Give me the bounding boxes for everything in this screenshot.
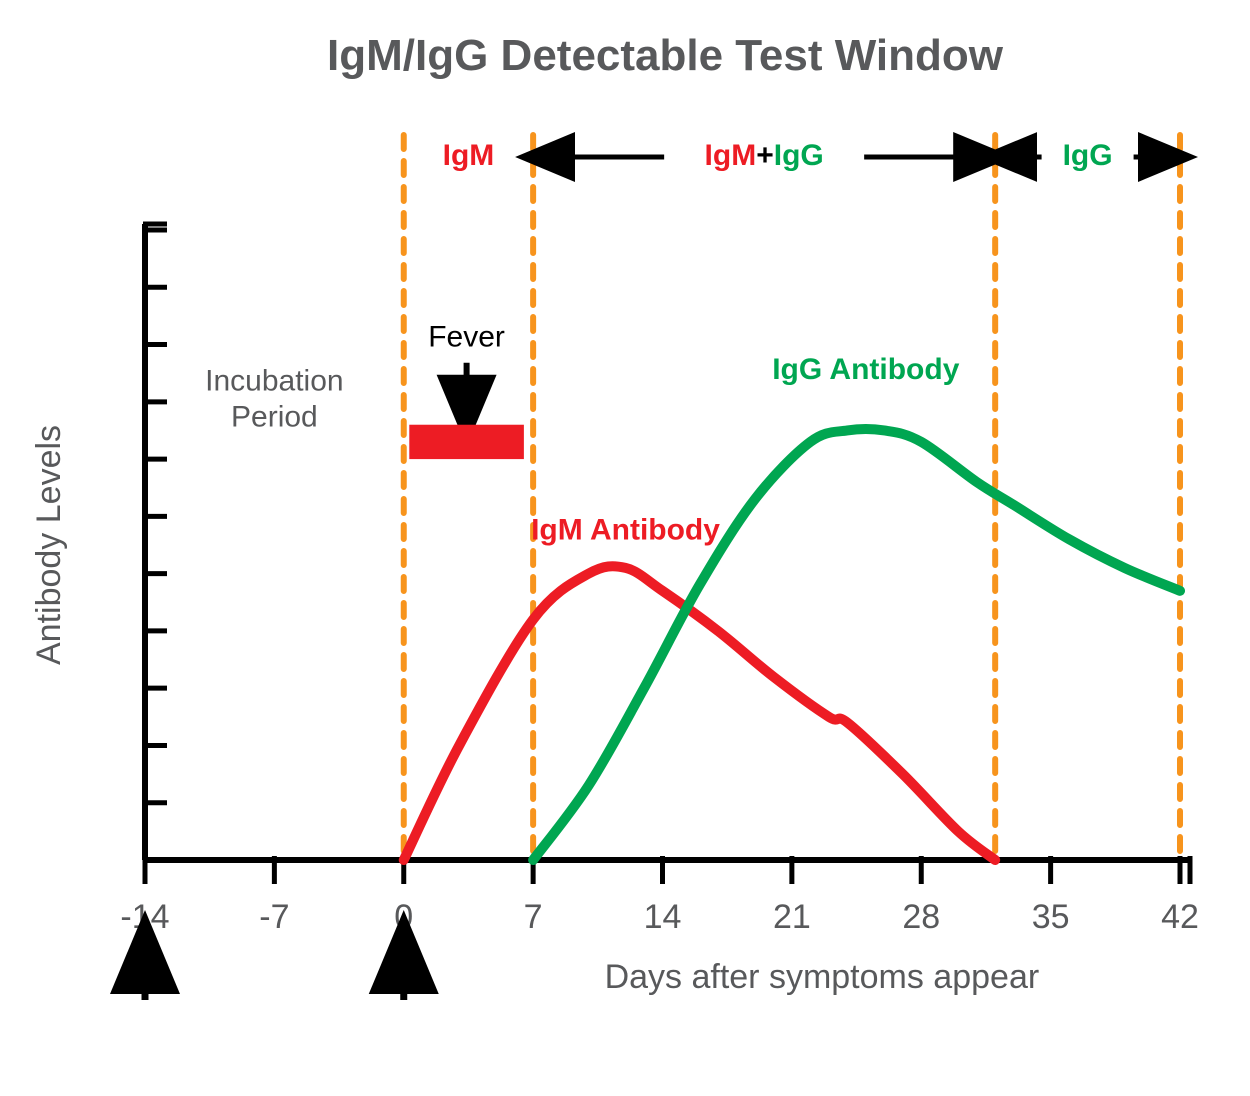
x-tick-label: 28 xyxy=(902,898,940,936)
region-label: IgG xyxy=(1063,139,1113,172)
x-tick-label: -7 xyxy=(259,898,289,936)
incubation-label: Incubation xyxy=(205,364,343,397)
x-tick-label: 7 xyxy=(524,898,543,936)
region-label: IgM+IgG xyxy=(705,139,824,172)
antibody-chart: IgM/IgG Detectable Test Window IgM IgM+IgG… xyxy=(0,0,1250,1096)
chart-title: IgM/IgG Detectable Test Window xyxy=(327,31,1004,80)
fever-label: Fever xyxy=(428,321,505,354)
x-axis-label: Days after symptoms appear xyxy=(605,958,1040,996)
x-tick-label: 0 xyxy=(394,898,413,936)
x-tick-label: 35 xyxy=(1032,898,1070,936)
region-label: IgM xyxy=(443,139,495,172)
x-tick-label: 14 xyxy=(644,898,682,936)
incubation-label: Period xyxy=(231,400,318,433)
x-tick-label: 42 xyxy=(1161,898,1199,936)
x-tick-label: -14 xyxy=(120,898,169,936)
fever-bar xyxy=(409,425,524,459)
y-axis-label: Antibody Levels xyxy=(30,425,68,665)
igg-label: IgG Antibody xyxy=(772,353,960,386)
x-tick-label: 21 xyxy=(773,898,811,936)
igm-label: IgM Antibody xyxy=(531,513,720,546)
